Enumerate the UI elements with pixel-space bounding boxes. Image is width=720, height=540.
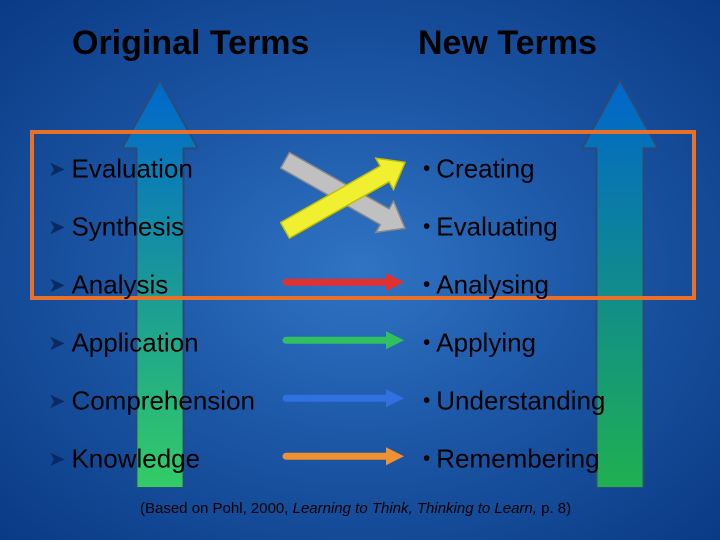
left-bullet-icon: ➤	[48, 389, 65, 414]
left-item-label: Comprehension	[71, 386, 255, 416]
right-item-label: Understanding	[436, 386, 605, 416]
right-item-4: •Understanding	[423, 384, 605, 417]
citation: (Based on Pohl, 2000, Learning to Think,…	[140, 500, 571, 517]
left-item-1: ➤Synthesis	[48, 210, 184, 243]
left-item-label: Synthesis	[71, 212, 184, 242]
right-item-0: •Creating	[423, 152, 535, 185]
left-item-0: ➤Evaluation	[48, 152, 193, 185]
right-item-2: •Analysing	[423, 268, 549, 301]
right-item-5: •Remembering	[423, 442, 600, 475]
slide: Original TermsNew Terms➤Evaluation➤Synth…	[0, 0, 720, 540]
left-item-label: Application	[71, 328, 198, 358]
right-item-1: •Evaluating	[423, 210, 558, 243]
left-item-label: Evaluation	[71, 154, 192, 184]
right-item-label: Remembering	[436, 444, 599, 474]
title-right: New Terms	[418, 24, 597, 63]
right-item-label: Evaluating	[436, 212, 557, 242]
citation-suffix: p. 8)	[537, 500, 571, 517]
left-bullet-icon: ➤	[48, 273, 65, 298]
right-item-label: Analysing	[436, 270, 549, 300]
left-item-2: ➤Analysis	[48, 268, 168, 301]
right-bullet-icon: •	[423, 215, 430, 239]
right-bullet-icon: •	[423, 157, 430, 181]
citation-italic: Learning to Think, Thinking to Learn,	[293, 500, 537, 517]
left-item-5: ➤Knowledge	[48, 442, 200, 475]
right-item-label: Creating	[436, 154, 534, 184]
left-bullet-icon: ➤	[48, 215, 65, 240]
left-item-label: Knowledge	[71, 444, 200, 474]
left-bullet-icon: ➤	[48, 331, 65, 356]
right-bullet-icon: •	[423, 447, 430, 471]
left-bullet-icon: ➤	[48, 447, 65, 472]
right-bullet-icon: •	[423, 389, 430, 413]
left-item-4: ➤Comprehension	[48, 384, 255, 417]
right-bullet-icon: •	[423, 331, 430, 355]
right-item-label: Applying	[436, 328, 536, 358]
right-bullet-icon: •	[423, 273, 430, 297]
left-item-label: Analysis	[71, 270, 168, 300]
left-bullet-icon: ➤	[48, 157, 65, 182]
citation-prefix: (Based on Pohl, 2000,	[140, 500, 293, 517]
right-item-3: •Applying	[423, 326, 536, 359]
title-left: Original Terms	[72, 24, 309, 63]
left-item-3: ➤Application	[48, 326, 199, 359]
